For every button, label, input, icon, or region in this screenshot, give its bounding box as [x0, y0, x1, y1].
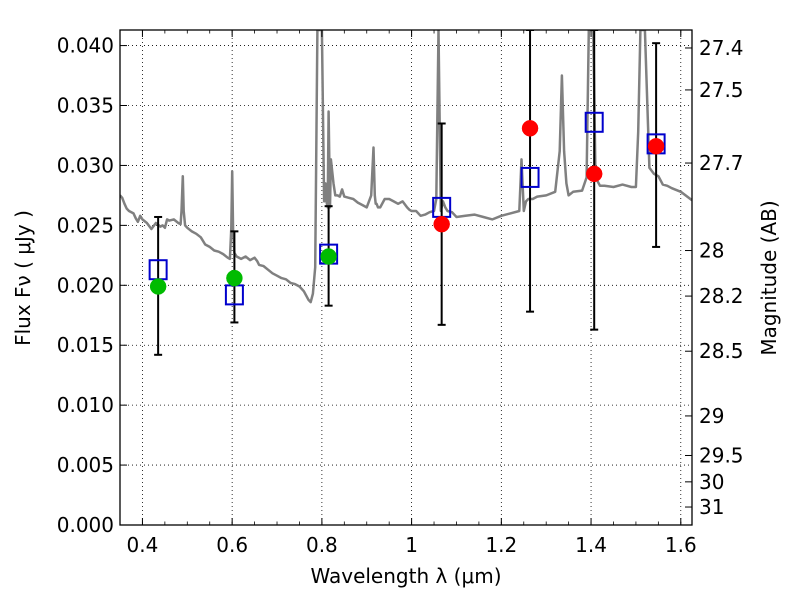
- y-axis-title: Flux Fν ( μJy ): [11, 210, 35, 346]
- x-tick-label: 0.6: [216, 533, 248, 557]
- axis-ticks: 0.4 0.6 0.8 1 1.2 1.4 1.6 0.000 0.005 0.010 0.015 0…: [57, 30, 744, 557]
- x-tick-label: 1.4: [575, 533, 607, 557]
- y-tick-label: 0.020: [57, 273, 114, 297]
- photometry-point: [149, 278, 167, 295]
- y-tick-label: 0.030: [57, 153, 114, 177]
- y2-tick-label: 28.5: [699, 339, 744, 363]
- plot-frame: [119, 29, 693, 526]
- photometry-point: [320, 248, 337, 265]
- y-tick-label: 0.035: [57, 94, 114, 118]
- y2-tick-label: 29: [699, 404, 724, 428]
- y2-tick-label: 27.4: [699, 36, 744, 60]
- y-tick-label: 0.010: [57, 393, 114, 417]
- x-tick-label: 0.8: [306, 533, 338, 557]
- photometry-point: [521, 120, 539, 137]
- y-tick-label: 0.000: [57, 513, 114, 537]
- y2-tick-label: 27.5: [699, 78, 744, 102]
- y2-tick-label: 29.5: [699, 443, 744, 467]
- x-tick-label: 1.6: [665, 533, 697, 557]
- photometry-point: [647, 138, 665, 155]
- y-tick-label: 0.025: [57, 213, 114, 237]
- y2-tick-label: 31: [699, 495, 724, 519]
- y2-tick-label: 28: [699, 239, 724, 263]
- x-tick-label: 1.2: [485, 533, 517, 557]
- y2-tick-label: 30: [699, 470, 724, 494]
- y2-axis-title: Magnitude (AB): [757, 200, 781, 355]
- photometry-point: [226, 269, 243, 287]
- y-tick-label: 0.005: [57, 453, 114, 477]
- y-tick-label: 0.040: [57, 34, 114, 58]
- y2-tick-label: 27.7: [699, 151, 744, 175]
- x-tick-label: 1: [405, 533, 418, 557]
- spectrum-line: [120, 30, 692, 304]
- plot-area: [120, 30, 692, 356]
- x-axis-title: Wavelength λ (μm): [310, 564, 501, 588]
- x-tick-label: 0.4: [127, 533, 159, 557]
- photometry-point: [585, 165, 603, 183]
- photometry-point: [433, 215, 450, 233]
- y2-tick-label: 28.2: [699, 284, 744, 308]
- model-square-point: [520, 166, 540, 188]
- y-tick-label: 0.015: [57, 333, 114, 357]
- model-square-point: [584, 111, 604, 133]
